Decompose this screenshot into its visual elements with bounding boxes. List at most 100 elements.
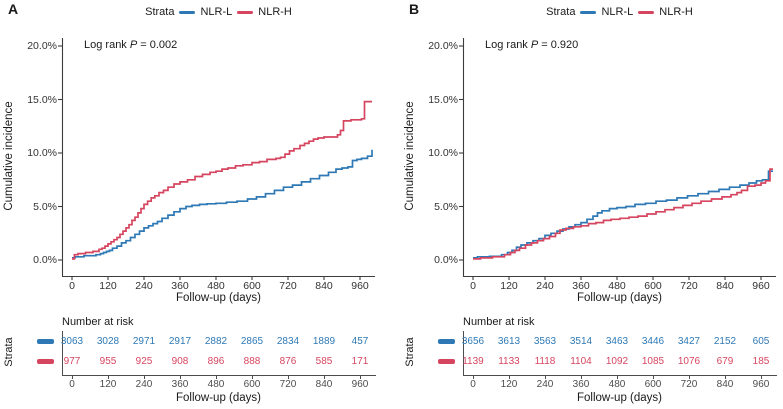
risk-count-NLR-H: 955 — [99, 356, 117, 367]
risk-x-tick-label: 480 — [207, 379, 225, 390]
risk-axis-tick — [761, 376, 762, 379]
risk-axis-tick — [216, 376, 217, 379]
x-tick-label: 600 — [644, 280, 662, 292]
risk-axis-tick — [689, 376, 690, 379]
y-tick-label: 5.0% — [33, 200, 57, 213]
risk-x-tick-label: 480 — [608, 379, 626, 390]
risk-count-NLR-H: 585 — [315, 356, 333, 367]
risk-count-NLR-H: 876 — [279, 356, 297, 367]
risk-x-tick-label: 600 — [243, 379, 261, 390]
panel-b-label: B — [409, 1, 420, 17]
curve-NLR-L — [473, 170, 773, 259]
logrank-value: = 0.920 — [538, 39, 579, 51]
number-at-risk-title: Number at risk — [62, 316, 134, 328]
risk-x-tick-label: 840 — [315, 379, 333, 390]
x-tick-label: 840 — [716, 280, 734, 292]
plot-area — [58, 38, 375, 280]
strata-axis-label: Strata — [3, 337, 15, 367]
curve-NLR-H — [72, 100, 372, 260]
risk-count-NLR-L: 3563 — [533, 336, 557, 347]
risk-x-tick-label: 840 — [716, 379, 734, 390]
risk-axis-tick — [144, 376, 145, 379]
risk-count-NLR-L: 3613 — [497, 336, 521, 347]
risk-axis-tick — [324, 376, 325, 379]
legend: Strata NLR-L NLR-H — [62, 6, 375, 18]
y-tick-label: 20.0% — [428, 40, 458, 52]
risk-row-swatch-NLR-H — [37, 359, 54, 364]
x-tick-label: 360 — [171, 280, 189, 292]
risk-x-tick-label: 600 — [644, 379, 662, 390]
risk-count-NLR-L: 3427 — [677, 336, 701, 347]
x-tick-label: 0 — [69, 280, 75, 292]
risk-count-NLR-L: 2152 — [713, 336, 737, 347]
risk-count-NLR-L: 2834 — [276, 336, 300, 347]
risk-table-axis-line — [62, 331, 63, 375]
risk-row-swatch-NLR-L — [438, 339, 455, 344]
risk-count-NLR-H: 1133 — [498, 356, 520, 367]
risk-count-NLR-L: 3656 — [461, 336, 485, 347]
risk-count-NLR-H: 1104 — [570, 356, 592, 367]
legend-line-nlr-l-icon — [179, 10, 196, 14]
risk-count-NLR-L: 605 — [752, 336, 770, 347]
number-at-risk-title: Number at risk — [463, 316, 535, 328]
risk-axis-tick — [617, 376, 618, 379]
strata-axis-label: Strata — [404, 337, 416, 367]
risk-axis-tick — [509, 376, 510, 379]
risk-count-NLR-H: 908 — [171, 356, 189, 367]
risk-axis-tick — [653, 376, 654, 379]
risk-row-swatch-NLR-H — [438, 359, 455, 364]
risk-axis-tick — [581, 376, 582, 379]
risk-x-tick-label: 240 — [536, 379, 554, 390]
risk-count-NLR-L: 3028 — [96, 336, 120, 347]
risk-axis-tick — [72, 376, 73, 379]
risk-count-NLR-L: 3063 — [60, 336, 84, 347]
y-tick-label: 10.0% — [428, 147, 458, 159]
x-tick-label: 120 — [500, 280, 518, 292]
risk-axis-tick — [288, 376, 289, 379]
panel-b: B Strata NLR-L NLR-H Log rank P = 0.920 … — [401, 0, 783, 409]
legend-title: Strata — [145, 6, 175, 18]
risk-axis-tick — [545, 376, 546, 379]
curve-NLR-H — [473, 168, 773, 260]
legend-title: Strata — [546, 6, 576, 18]
risk-x-tick-label: 120 — [99, 379, 117, 390]
legend-label-nlr-h: NLR-H — [659, 6, 693, 18]
risk-axis-tick — [360, 376, 361, 379]
risk-x-tick-label: 0 — [69, 379, 75, 390]
risk-x-tick-label: 240 — [135, 379, 153, 390]
risk-x-tick-label: 720 — [680, 379, 698, 390]
risk-count-NLR-H: 1085 — [641, 356, 665, 367]
x-tick-label: 720 — [279, 280, 297, 292]
risk-count-NLR-H: 888 — [243, 356, 261, 367]
logrank-annotation: Log rank P = 0.002 — [84, 39, 177, 51]
logrank-prefix: Log rank — [485, 39, 531, 51]
y-tick-label: 20.0% — [27, 40, 57, 52]
y-axis-label: Cumulative incidence — [3, 101, 15, 211]
risk-count-NLR-L: 2917 — [168, 336, 192, 347]
x-tick-label: 480 — [608, 280, 626, 292]
risk-count-NLR-L: 1889 — [312, 336, 336, 347]
risk-count-NLR-H: 679 — [716, 356, 734, 367]
risk-x-axis-label: Follow-up (days) — [176, 392, 261, 404]
risk-count-NLR-H: 1139 — [462, 356, 484, 367]
risk-count-NLR-H: 1092 — [605, 356, 629, 367]
y-tick-label: 5.0% — [434, 200, 458, 213]
curve-NLR-L — [72, 149, 373, 259]
logrank-value: = 0.002 — [137, 39, 178, 51]
risk-x-axis-label: Follow-up (days) — [577, 392, 662, 404]
risk-x-tick-label: 0 — [470, 379, 476, 390]
legend-label-nlr-l: NLR-L — [200, 6, 233, 18]
risk-table-baseline — [463, 375, 777, 376]
legend-line-nlr-h-icon — [638, 10, 655, 14]
risk-count-NLR-H: 171 — [351, 356, 369, 367]
legend-line-nlr-h-icon — [237, 10, 254, 14]
risk-count-NLR-L: 2882 — [204, 336, 228, 347]
logrank-annotation: Log rank P = 0.920 — [485, 39, 578, 51]
risk-count-NLR-H: 185 — [752, 356, 770, 367]
logrank-stat: P — [530, 39, 539, 51]
x-axis-label: Follow-up (days) — [577, 292, 662, 304]
risk-count-NLR-L: 3514 — [569, 336, 593, 347]
y-axis-label: Cumulative incidence — [404, 101, 416, 211]
logrank-prefix: Log rank — [84, 39, 130, 51]
